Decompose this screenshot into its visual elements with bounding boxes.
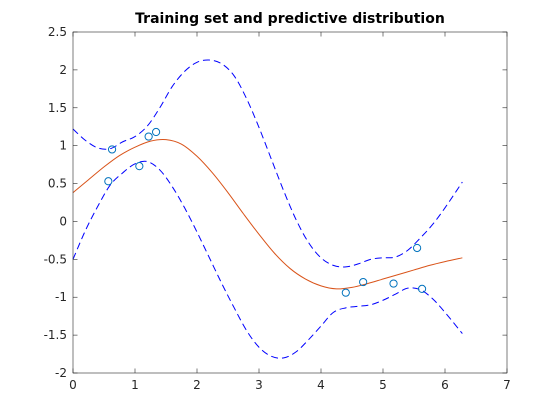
- axes: 0 1 2 3 4 5 6 7 -2 -1.5 -1 -0.5 0 0.5 1 1.5 2 2.5: [44, 25, 511, 392]
- series-line-lower-bound: [72, 160, 463, 359]
- training-point: [107, 145, 117, 154]
- x-tick-label: 0: [69, 378, 77, 392]
- training-point: [341, 288, 350, 297]
- axes-box: [72, 31, 508, 374]
- training-point: [389, 279, 398, 288]
- x-tick-label: 2: [193, 378, 201, 392]
- y-tick-label: -2: [55, 366, 67, 380]
- y-tick-label: 2: [59, 63, 67, 77]
- training-point: [413, 243, 422, 253]
- training-point: [135, 162, 144, 171]
- plot-area: [73, 32, 507, 373]
- training-point: [151, 127, 161, 137]
- series-line-predictive-mean: [72, 138, 463, 290]
- x-tick-label: 6: [441, 378, 449, 392]
- y-tick-label: 1.5: [48, 101, 67, 115]
- y-tick-label: -1: [55, 290, 67, 304]
- training-point: [144, 132, 153, 141]
- training-points-layer: [104, 127, 427, 297]
- y-tick-label: 0.5: [48, 177, 67, 191]
- series-layer: [72, 59, 463, 359]
- y-tick-label: 0: [59, 214, 67, 228]
- y-tick-label: -0.5: [44, 252, 67, 266]
- training-point: [104, 177, 113, 186]
- x-tick-label: 5: [379, 378, 387, 392]
- y-tick-label: -1.5: [44, 328, 67, 342]
- y-tick-label: 2.5: [48, 25, 67, 39]
- training-point: [359, 277, 368, 287]
- x-tick-label: 1: [131, 378, 139, 392]
- x-tick-label: 3: [255, 378, 263, 392]
- x-tick-label: 7: [503, 378, 511, 392]
- series-line-upper-bound: [72, 59, 463, 268]
- x-tick-label: 4: [317, 378, 325, 392]
- training-point: [417, 284, 427, 293]
- y-tick-label: 1: [59, 139, 67, 153]
- chart-title: Training set and predictive distribution: [135, 11, 445, 27]
